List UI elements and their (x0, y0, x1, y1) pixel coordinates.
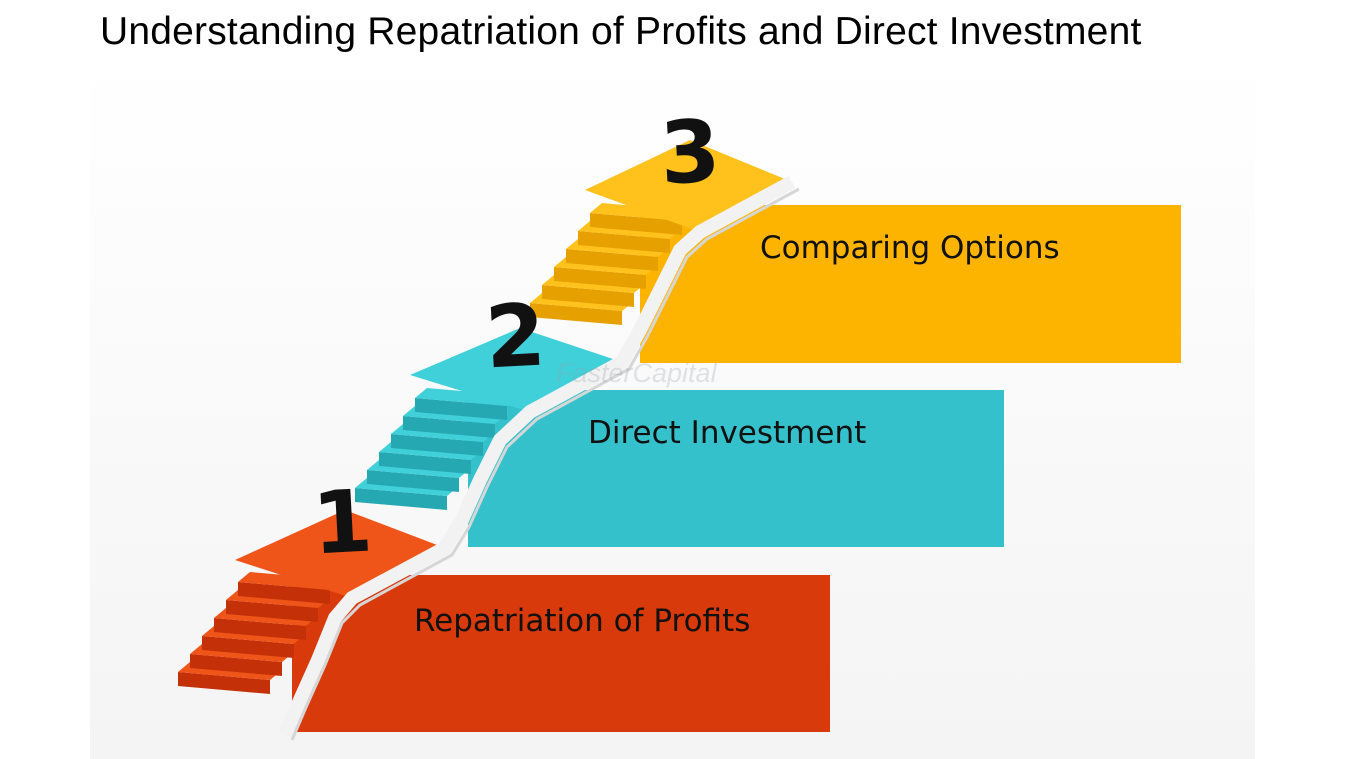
stair-flight-1 (178, 572, 342, 694)
stair-riser (355, 488, 447, 510)
stair-tread (415, 388, 519, 406)
step-number-3: 3 (658, 101, 723, 204)
stair-riser (178, 672, 270, 694)
stair-riser (367, 470, 459, 492)
stair-riser (190, 654, 282, 676)
stair-riser (403, 416, 495, 438)
stair-riser (214, 618, 306, 640)
stair-flight-2 (355, 388, 519, 510)
step-label-3: Comparing Options (760, 230, 1060, 266)
stair-riser (391, 434, 483, 456)
step-number-2: 2 (483, 285, 548, 388)
landing-2 (410, 328, 622, 412)
step-label-2: Direct Investment (588, 415, 867, 451)
stair-riser (554, 267, 646, 289)
stair-flight-3 (530, 203, 694, 325)
stair-riser (415, 398, 507, 420)
watermark: FasterCapital (556, 358, 717, 388)
banner-step-1 (292, 575, 830, 732)
step-label-1: Repatriation of Profits (414, 603, 751, 639)
page-title: Understanding Repatriation of Profits an… (100, 10, 1142, 53)
stair-riser (566, 249, 658, 271)
banner-step-3 (640, 205, 1181, 363)
stair-riser (578, 231, 670, 253)
stair-riser (530, 303, 622, 325)
stair-riser (226, 600, 318, 622)
stair-riser (238, 582, 330, 604)
stair-riser (379, 452, 471, 474)
step-number-1: 1 (310, 471, 375, 574)
stair-edge-shade (290, 187, 800, 741)
stair-riser (590, 213, 682, 235)
banner-step-2 (468, 390, 1004, 547)
stair-edge (278, 175, 796, 738)
stair-riser (202, 636, 294, 658)
stair-riser (542, 285, 634, 307)
